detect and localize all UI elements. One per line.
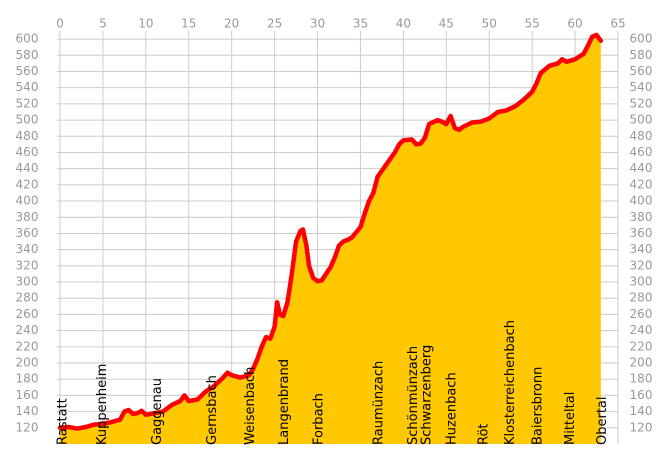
y2-tick-label: 560 — [630, 64, 653, 78]
y-tick-label: 440 — [16, 161, 39, 175]
x-tick-label: 35 — [353, 17, 368, 31]
y2-tick-label: 460 — [630, 145, 653, 159]
y-tick-label: 300 — [16, 275, 39, 289]
place-label: Gaggenau — [150, 378, 165, 445]
place-label: Langenbrand — [277, 359, 292, 445]
place-label: Röt — [476, 424, 491, 446]
y2-tick-label: 160 — [630, 388, 653, 402]
y-tick-label: 220 — [16, 339, 39, 353]
y2-tick-label: 380 — [630, 210, 653, 224]
y2-tick-label: 400 — [630, 194, 653, 208]
y-tick-label: 340 — [16, 242, 39, 256]
x-tick-label: 45 — [439, 17, 454, 31]
x-tick-label: 5 — [99, 17, 107, 31]
y2-tick-label: 280 — [630, 291, 653, 305]
y2-tick-label: 200 — [630, 356, 653, 370]
y-tick-label: 320 — [16, 258, 39, 272]
y2-tick-label: 220 — [630, 339, 653, 353]
y2-tick-label: 440 — [630, 161, 653, 175]
y-tick-label: 140 — [16, 404, 39, 418]
x-tick-label: 65 — [610, 17, 625, 31]
profile-line — [57, 32, 604, 431]
y2-tick-label: 180 — [630, 372, 653, 386]
place-label: Obertal — [595, 396, 610, 445]
y-tick-label: 420 — [16, 177, 39, 191]
place-label: Weisenbach — [243, 367, 258, 445]
y2-tick-label: 120 — [630, 420, 653, 434]
x-tick-label: 55 — [525, 17, 540, 31]
y2-tick-label: 520 — [630, 96, 653, 110]
x-tick-label: 10 — [138, 17, 153, 31]
place-label: Huzenbach — [445, 372, 460, 445]
x-tick-label: 20 — [224, 17, 239, 31]
area — [60, 35, 601, 444]
y2-tick-label: 580 — [630, 48, 653, 62]
y2-tick-label: 360 — [630, 226, 653, 240]
place-label: Kuppenheim — [95, 364, 110, 445]
y-tick-label: 240 — [16, 323, 39, 337]
y2-tick-label: 320 — [630, 258, 653, 272]
x-tick-label: 30 — [310, 17, 325, 31]
y2-tick-label: 600 — [630, 32, 653, 46]
y-tick-label: 260 — [16, 307, 39, 321]
y-tick-label: 520 — [16, 96, 39, 110]
y2-tick-label: 540 — [630, 80, 653, 94]
x-tick-label: 50 — [482, 17, 497, 31]
y2-tick-label: 480 — [630, 129, 653, 143]
x-tick-label: 15 — [181, 17, 196, 31]
y-tick-label: 400 — [16, 194, 39, 208]
y-tick-label: 180 — [16, 372, 39, 386]
y2-tick-label: 340 — [630, 242, 653, 256]
y-tick-label: 600 — [16, 32, 39, 46]
y-tick-label: 360 — [16, 226, 39, 240]
y2-tick-label: 260 — [630, 307, 653, 321]
x-tick-label: 60 — [567, 17, 582, 31]
y-tick-label: 560 — [16, 64, 39, 78]
place-label: Schönmünzach — [406, 346, 421, 445]
x-tick-label: 0 — [56, 17, 64, 31]
place-label: Schwarzenberg — [420, 345, 435, 445]
y-tick-label: 160 — [16, 388, 39, 402]
place-label: Forbach — [312, 393, 327, 445]
x-tick-label: 40 — [396, 17, 411, 31]
x-tick-label: 25 — [267, 17, 282, 31]
y2-tick-label: 420 — [630, 177, 653, 191]
y-tick-label: 280 — [16, 291, 39, 305]
y-tick-label: 580 — [16, 48, 39, 62]
y2-tick-label: 500 — [630, 113, 653, 127]
y-tick-label: 500 — [16, 113, 39, 127]
y-tick-label: 380 — [16, 210, 39, 224]
y-tick-label: 480 — [16, 129, 39, 143]
y-tick-label: 460 — [16, 145, 39, 159]
y2-tick-label: 300 — [630, 275, 653, 289]
y-tick-label: 120 — [16, 420, 39, 434]
y2-tick-label: 240 — [630, 323, 653, 337]
y-tick-label: 540 — [16, 80, 39, 94]
place-label: Baiersbronn — [530, 367, 545, 445]
place-label: Gernsbach — [205, 375, 220, 445]
place-label: Klosterreichenbach — [503, 320, 518, 445]
place-label: Mitteltal — [563, 392, 578, 445]
y-tick-label: 200 — [16, 356, 39, 370]
place-label: Rastatt — [56, 398, 71, 445]
place-label: Raumünzach — [372, 361, 387, 445]
y2-tick-label: 140 — [630, 404, 653, 418]
